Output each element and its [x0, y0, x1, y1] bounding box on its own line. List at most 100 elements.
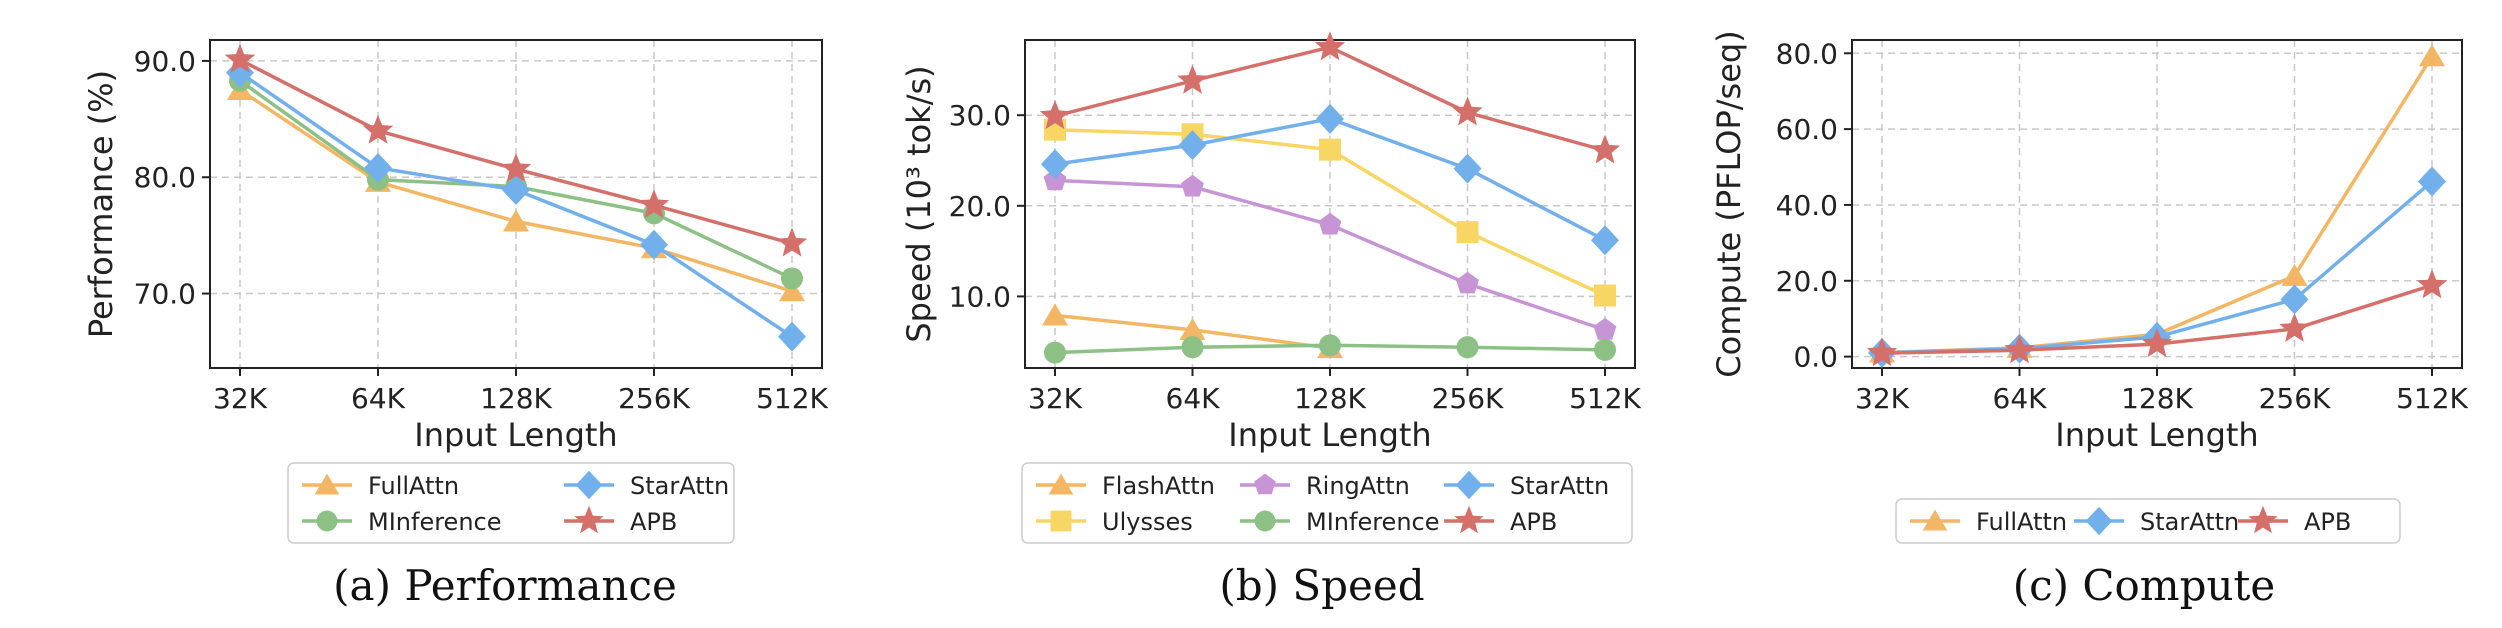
data-point-apb	[500, 153, 532, 183]
panel-caption: (b) Speed	[1219, 561, 1424, 610]
legend-label: MInference	[1306, 508, 1440, 536]
legend-item-apb: APB	[564, 505, 677, 536]
x-axis-label: Input Length	[1228, 416, 1431, 454]
data-point-apb	[2004, 334, 2035, 364]
x-tick-label: 64K	[1993, 382, 2048, 415]
data-point-starattn	[1041, 149, 1069, 180]
data-point-minference	[1181, 336, 1204, 359]
chart-panel-2: 32K 64K 128K 256K 512K 10.0 20.0 30.0 Input Leng…	[900, 31, 1642, 610]
series-apb	[1039, 31, 1621, 164]
y-tick-label: 30.0	[949, 99, 1011, 132]
y-tick-label: 20.0	[949, 190, 1011, 223]
x-tick-label: 256K	[2259, 382, 2331, 415]
series-apb	[1866, 269, 2448, 367]
legend-marker	[1254, 473, 1276, 495]
y-axis-label: Speed (10³ tok/s)	[900, 65, 938, 342]
data-point-apb	[2416, 269, 2448, 299]
legend-item-fullattn: FullAttn	[1910, 508, 2067, 536]
y-tick-label: 80.0	[1776, 37, 1838, 70]
data-point-ringattn	[1318, 212, 1342, 235]
data-point-starattn	[364, 152, 392, 183]
series-apb	[224, 43, 808, 257]
data-point-apb	[1589, 134, 1621, 164]
data-point-apb	[1452, 96, 1483, 126]
series-starattn	[1041, 103, 1619, 256]
data-point-starattn	[502, 175, 530, 206]
x-tick-label: 64K	[1166, 382, 1221, 415]
legend-item-starattn: StarAttn	[2074, 506, 2239, 536]
data-point-ringattn	[1593, 317, 1617, 340]
data-point-minference	[1456, 336, 1479, 359]
data-point-ringattn	[1043, 168, 1067, 191]
legend-marker	[314, 473, 340, 495]
data-point-starattn	[640, 229, 668, 260]
x-tick-label: 512K	[2396, 382, 2468, 415]
data-point-apb	[1866, 337, 1898, 367]
y-tick-label: 40.0	[1776, 189, 1838, 222]
legend-label: StarAttn	[2140, 508, 2239, 536]
legend-box	[1895, 498, 2401, 544]
data-point-ringattn	[1181, 174, 1204, 197]
x-tick-label: 128K	[1294, 382, 1366, 415]
y-tick-label: 90.0	[134, 45, 196, 78]
data-point-flashattn	[1179, 317, 1206, 340]
data-point-fullattn	[2281, 263, 2308, 286]
legend-item-ringattn: RingAttn	[1240, 472, 1410, 500]
data-point-apb	[224, 43, 256, 73]
x-tick-label: 64K	[351, 382, 406, 415]
y-tick-label: 80.0	[134, 161, 196, 194]
legend-item-ulysses: Ulysses	[1036, 508, 1193, 536]
data-point-ringattn	[1456, 271, 1479, 294]
y-tick-label: 0.0	[1793, 341, 1838, 374]
x-tick-label: 512K	[756, 382, 828, 415]
legend-box	[287, 462, 735, 544]
legend-label: FlashAttn	[1102, 472, 1215, 500]
x-axis-label: Input Length	[2055, 416, 2258, 454]
legend-marker	[1455, 470, 1483, 500]
data-point-flashattn	[1042, 303, 1068, 326]
data-point-minference	[1319, 334, 1341, 357]
data-point-minference	[1044, 341, 1066, 364]
series-ulysses	[1044, 118, 1616, 307]
y-tick-label: 20.0	[1776, 265, 1838, 298]
series-ringattn	[1043, 168, 1617, 340]
x-tick-label: 128K	[2121, 382, 2193, 415]
legend-label: APB	[630, 508, 677, 536]
chart-panel-3: 32K 64K 128K 256K 512K 0.0 20.0 40.0 60.0 80.0 Inp…	[1710, 30, 2469, 610]
series-line-apb	[1054, 45, 1606, 153]
legend-label: APB	[1510, 508, 1557, 536]
x-tick-label: 32K	[1028, 382, 1083, 415]
data-point-starattn	[1453, 153, 1482, 184]
y-tick-label: 60.0	[1776, 113, 1838, 146]
legend-marker	[316, 510, 338, 532]
legend-marker	[2085, 506, 2113, 536]
data-point-starattn	[1591, 225, 1619, 256]
legend-item-minference: MInference	[302, 508, 502, 536]
data-point-apb	[638, 189, 670, 219]
chart-panel-1: 32K 64K 128K 256K 512K 70.0 80.0 90.0 Input Leng…	[82, 39, 829, 610]
legend-label: FullAttn	[1976, 508, 2067, 536]
legend-marker	[1922, 509, 1948, 531]
panel-caption: (c) Compute	[2013, 561, 2276, 610]
legend-marker	[575, 470, 603, 500]
panel-caption: (a) Performance	[333, 561, 677, 610]
legend-item-starattn: StarAttn	[1444, 470, 1609, 500]
x-tick-label: 32K	[213, 382, 268, 415]
x-tick-label: 32K	[1855, 382, 1910, 415]
legend-marker	[1050, 510, 1072, 532]
legend-item-fullattn: FullAttn	[302, 472, 459, 500]
legend-item-minference: MInference	[1240, 508, 1440, 536]
data-point-ulysses	[1594, 284, 1616, 307]
legend-marker	[1454, 505, 1484, 534]
x-tick-label: 128K	[480, 382, 552, 415]
y-axis-label: Compute (PFLOP/seq)	[1710, 30, 1748, 377]
data-point-ulysses	[1456, 221, 1479, 244]
y-tick-label: 70.0	[134, 278, 196, 311]
data-point-apb	[1039, 100, 1071, 130]
legend-item-flashattn: FlashAttn	[1036, 472, 1215, 500]
legend: FullAttn MInference StarAttn APB	[287, 462, 735, 544]
legend-label: StarAttn	[630, 472, 729, 500]
data-point-apb	[1177, 64, 1208, 94]
data-point-apb	[362, 114, 394, 144]
